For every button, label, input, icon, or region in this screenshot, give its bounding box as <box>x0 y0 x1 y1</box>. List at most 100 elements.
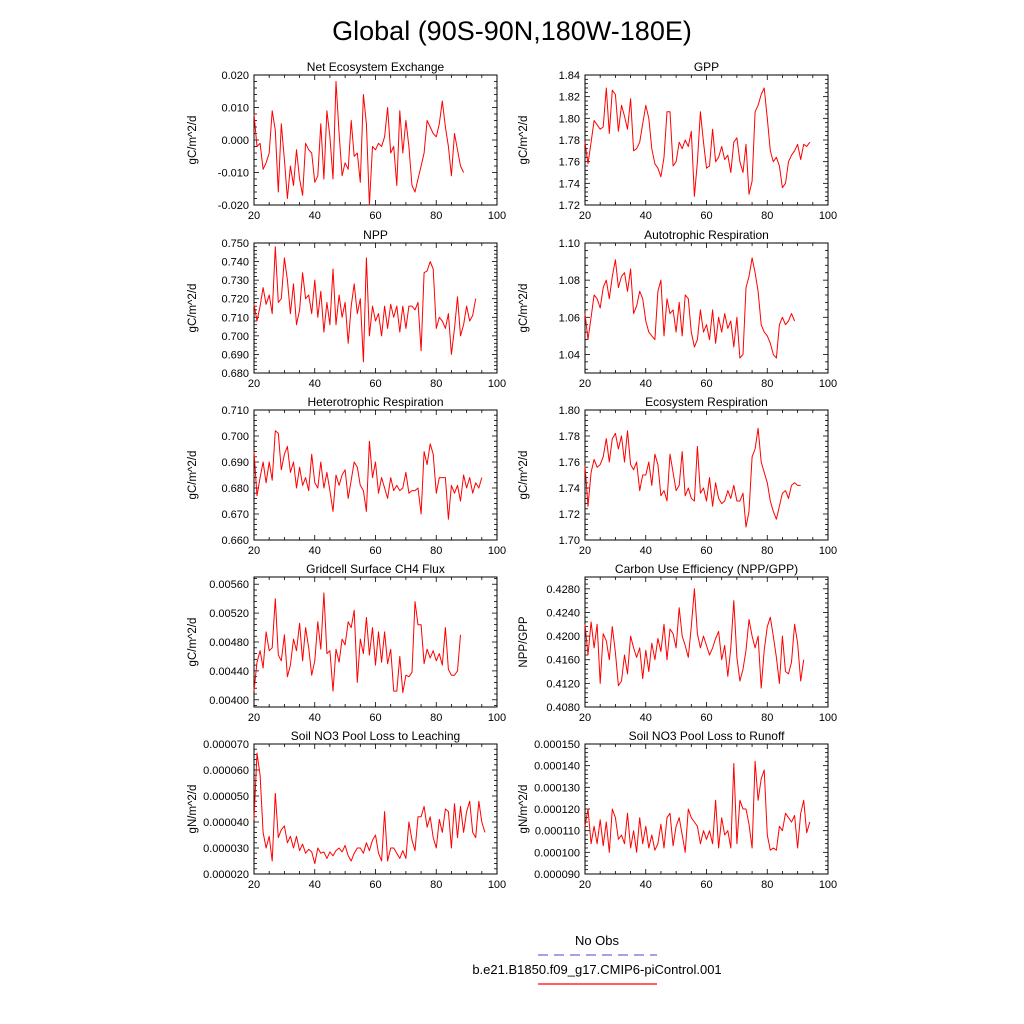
x-tick-label: 20 <box>248 712 260 724</box>
y-tick-label: -0.010 <box>218 168 249 180</box>
y-tick-label: 0.00440 <box>209 666 249 678</box>
x-tick-label: 60 <box>700 879 712 891</box>
panel-7: Gridcell Surface CH4 Flux gC/m^2/d 20 40 60 8… <box>187 562 506 724</box>
y-tick-label: 0.4080 <box>546 702 580 714</box>
y-tick-label: 0.740 <box>221 257 249 269</box>
panel-3: NPP gC/m^2/d 20 40 60 80 100 0.680 0.690 0.700 0.7… <box>187 228 506 390</box>
series-line <box>584 87 811 197</box>
x-tick-label: 40 <box>640 210 652 222</box>
y-axis-label: gC/m^2/d <box>187 284 199 333</box>
x-tick-label: 100 <box>819 712 837 724</box>
y-tick-label: 0.000130 <box>534 782 580 794</box>
plot-frame <box>584 743 829 875</box>
x-tick-label: 60 <box>369 378 381 390</box>
y-tick-label: 1.76 <box>559 457 580 469</box>
x-tick-label: 20 <box>579 378 591 390</box>
y-axis-label: NPP/GPP <box>518 616 530 667</box>
y-tick-label: 0.4280 <box>546 584 580 596</box>
x-tick-label: 100 <box>488 210 506 222</box>
y-tick-label: 0.4240 <box>546 607 580 619</box>
y-tick-label: 1.80 <box>559 405 580 417</box>
y-tick-label: 0.4200 <box>546 631 580 643</box>
series-line <box>584 588 805 689</box>
x-tick-label: 100 <box>819 879 837 891</box>
y-tick-label: 0.00400 <box>209 695 249 707</box>
x-tick-label: 60 <box>700 712 712 724</box>
panel-title: Gridcell Surface CH4 Flux <box>306 562 445 576</box>
plot-frame <box>253 576 498 708</box>
y-axis-label: gC/m^2/d <box>187 451 199 500</box>
y-tick-label: 0.00560 <box>209 579 249 591</box>
y-tick-label: 0.000070 <box>203 739 249 751</box>
y-tick-label: 0.750 <box>221 238 249 250</box>
x-tick-label: 40 <box>640 879 652 891</box>
y-axis-label: gC/m^2/d <box>518 116 530 165</box>
series-line <box>253 592 461 694</box>
x-tick-label: 20 <box>248 545 260 557</box>
y-tick-label: 0.00520 <box>209 608 249 620</box>
x-tick-label: 80 <box>761 210 773 222</box>
legend-obs-label: No Obs <box>575 933 620 948</box>
y-tick-label: 0.00480 <box>209 637 249 649</box>
x-tick-label: 20 <box>248 879 260 891</box>
y-tick-label: 1.74 <box>559 483 580 495</box>
x-tick-label: 100 <box>488 712 506 724</box>
panel-8: Carbon Use Efficiency (NPP/GPP) NPP/GPP 20… <box>518 562 837 724</box>
x-tick-label: 60 <box>369 712 381 724</box>
series-line <box>253 246 477 363</box>
y-tick-label: 0.670 <box>221 509 249 521</box>
y-tick-label: 1.78 <box>559 135 580 147</box>
x-tick-label: 100 <box>819 545 837 557</box>
x-tick-label: 20 <box>248 210 260 222</box>
panel-title: Heterotrophic Respiration <box>307 395 443 409</box>
x-tick-label: 40 <box>309 545 321 557</box>
plot-frame <box>584 576 829 708</box>
x-tick-label: 80 <box>430 712 442 724</box>
y-tick-label: 1.80 <box>559 113 580 125</box>
x-tick-label: 40 <box>309 712 321 724</box>
x-tick-label: 60 <box>369 210 381 222</box>
y-tick-label: 0.000060 <box>203 765 249 777</box>
y-tick-label: 1.84 <box>559 70 580 82</box>
y-tick-label: 0.700 <box>221 431 249 443</box>
y-tick-label: 0.680 <box>221 483 249 495</box>
x-tick-label: 100 <box>819 378 837 390</box>
y-tick-label: 0.000100 <box>534 847 580 859</box>
panel-6: Ecosystem Respiration gC/m^2/d 20 40 60 80 100… <box>518 395 837 557</box>
plot-frame <box>584 74 829 206</box>
x-tick-label: 80 <box>761 545 773 557</box>
x-tick-label: 80 <box>430 378 442 390</box>
y-tick-label: 1.78 <box>559 431 580 443</box>
panel-title: NPP <box>363 228 388 242</box>
series-line <box>584 257 796 359</box>
y-tick-label: 1.82 <box>559 92 580 104</box>
series-line <box>584 427 801 528</box>
series-line <box>253 81 465 206</box>
y-axis-label: gC/m^2/d <box>518 284 530 333</box>
panel-title: Net Ecosystem Exchange <box>307 60 445 74</box>
x-tick-label: 100 <box>488 879 506 891</box>
y-tick-label: 1.72 <box>559 509 580 521</box>
y-tick-label: 0.4160 <box>546 655 580 667</box>
x-tick-label: 80 <box>430 210 442 222</box>
y-tick-label: 0.4120 <box>546 678 580 690</box>
panel-title: GPP <box>694 60 719 74</box>
y-tick-label: 1.76 <box>559 157 580 169</box>
y-tick-label: 0.730 <box>221 275 249 287</box>
y-tick-label: 0.690 <box>221 349 249 361</box>
panel-1: Net Ecosystem Exchange gC/m^2/d 20 40 60 80 10… <box>187 60 506 222</box>
x-tick-label: 60 <box>369 545 381 557</box>
y-tick-label: 0.660 <box>221 535 249 547</box>
y-tick-label: 0.000030 <box>203 843 249 855</box>
y-tick-label: 1.74 <box>559 178 580 190</box>
x-tick-label: 40 <box>640 712 652 724</box>
x-tick-label: 20 <box>579 210 591 222</box>
y-tick-label: 0.710 <box>221 405 249 417</box>
y-tick-label: 0.000050 <box>203 791 249 803</box>
x-tick-label: 100 <box>819 210 837 222</box>
x-tick-label: 40 <box>309 210 321 222</box>
y-tick-label: 1.04 <box>559 349 580 361</box>
y-tick-label: 0.000110 <box>535 826 580 838</box>
panel-10: Soil NO3 Pool Loss to Runoff gN/m^2/d 20 40… <box>518 729 837 891</box>
